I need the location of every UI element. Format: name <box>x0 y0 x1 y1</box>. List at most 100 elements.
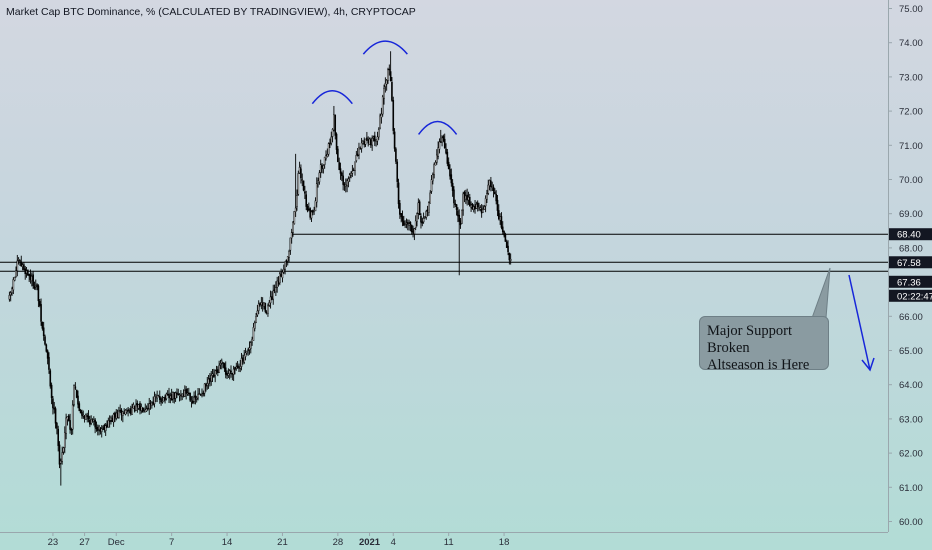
candle-body <box>31 276 33 282</box>
candle-body <box>218 365 220 373</box>
candle-body <box>309 208 311 218</box>
y-tick-label: 62.00 <box>899 449 923 460</box>
candle-body <box>342 175 344 185</box>
candle-body <box>439 141 442 143</box>
candle-body <box>373 135 376 142</box>
candle-body <box>191 400 194 404</box>
candle-body <box>445 148 447 154</box>
annotation-callout[interactable]: Major Support Broken Altseason is Here <box>699 316 829 373</box>
candle-body <box>73 385 75 405</box>
candle-body <box>341 172 343 176</box>
candle-body <box>85 414 87 420</box>
candle-body <box>459 220 462 226</box>
candle-body <box>62 447 65 453</box>
candle-body <box>507 245 509 253</box>
candle-body <box>447 161 450 170</box>
candle-body <box>499 216 501 221</box>
candle-body <box>296 195 298 207</box>
level-label-68-40: 68.40 <box>897 230 921 241</box>
candle-body <box>232 368 235 375</box>
candle-body <box>281 271 284 279</box>
candle-body <box>314 200 317 212</box>
candle-body <box>289 237 292 251</box>
candle-body <box>46 350 49 359</box>
candle-body <box>75 389 78 398</box>
candle-body <box>50 384 53 398</box>
candle-body <box>442 136 445 141</box>
candle-body <box>53 407 56 410</box>
candle-body <box>384 83 387 87</box>
candle-body <box>198 393 201 396</box>
time-axis[interactable]: 23 27 Dec 7 14 21 28 2021 4 11 18 <box>0 532 888 548</box>
candle-body <box>16 260 19 271</box>
candle-body <box>351 170 354 174</box>
candle-body <box>403 220 405 226</box>
candle-body <box>224 367 227 375</box>
candle-body <box>186 392 189 394</box>
candle-body <box>27 269 29 276</box>
candle-body <box>401 216 404 222</box>
candle-body <box>165 393 168 400</box>
candle-body <box>247 349 249 351</box>
x-tick-label: 27 <box>79 537 90 548</box>
candle-body <box>424 216 426 218</box>
candle-body <box>363 141 366 145</box>
candle-body <box>83 415 86 419</box>
candle-body <box>114 412 116 418</box>
candle-body <box>57 428 59 446</box>
candle-body <box>383 87 385 99</box>
candle-body <box>143 410 145 413</box>
candle-body <box>60 460 62 464</box>
candle-body <box>172 392 174 400</box>
candle-body <box>151 402 153 406</box>
level-label-67-58: 67.58 <box>897 258 921 269</box>
candle-body <box>428 202 430 213</box>
candle-body <box>41 321 44 329</box>
candle-body <box>462 193 464 211</box>
candle-body <box>214 370 216 376</box>
candle-body <box>128 408 131 411</box>
candle-body <box>503 231 505 236</box>
y-tick-label: 73.00 <box>899 72 923 83</box>
candle-body <box>244 352 247 357</box>
candle-body <box>111 417 114 423</box>
candle-body <box>330 136 333 144</box>
candle-body <box>203 383 206 394</box>
price-level-labels: 68.40 67.58 67.36 02:22:47 <box>889 228 932 302</box>
candle-body <box>185 388 187 394</box>
candle-body <box>359 148 362 150</box>
candle-body <box>343 183 346 186</box>
candle-body <box>455 204 458 210</box>
candle-body <box>509 258 512 261</box>
candle-body <box>139 402 141 411</box>
candle-body <box>505 241 508 248</box>
candle-body <box>408 223 410 226</box>
candle-body <box>197 393 199 399</box>
candle-body <box>267 305 269 314</box>
candle-body <box>379 115 381 129</box>
candle-body <box>58 444 61 465</box>
candle-body <box>474 206 476 210</box>
candle-body <box>292 222 294 233</box>
candle-body <box>180 395 182 398</box>
candle-body <box>453 189 455 204</box>
x-tick-label: 21 <box>277 537 288 548</box>
candle-body <box>161 401 164 403</box>
candle-body <box>36 284 38 287</box>
candle-body <box>259 303 261 305</box>
y-tick-label: 60.00 <box>899 517 923 528</box>
candle-body <box>491 186 494 188</box>
candle-body <box>194 395 197 400</box>
level-label-67-36-bg <box>889 275 932 288</box>
down-arrow <box>848 274 875 372</box>
candle-body <box>298 167 301 174</box>
candle-body <box>70 428 73 431</box>
candle-body <box>331 128 334 137</box>
candle-body <box>268 302 271 306</box>
candle-body <box>454 203 457 205</box>
candle-body <box>280 274 282 277</box>
candle-body <box>496 199 499 211</box>
candle-body <box>190 400 193 402</box>
candle-body <box>131 407 133 415</box>
